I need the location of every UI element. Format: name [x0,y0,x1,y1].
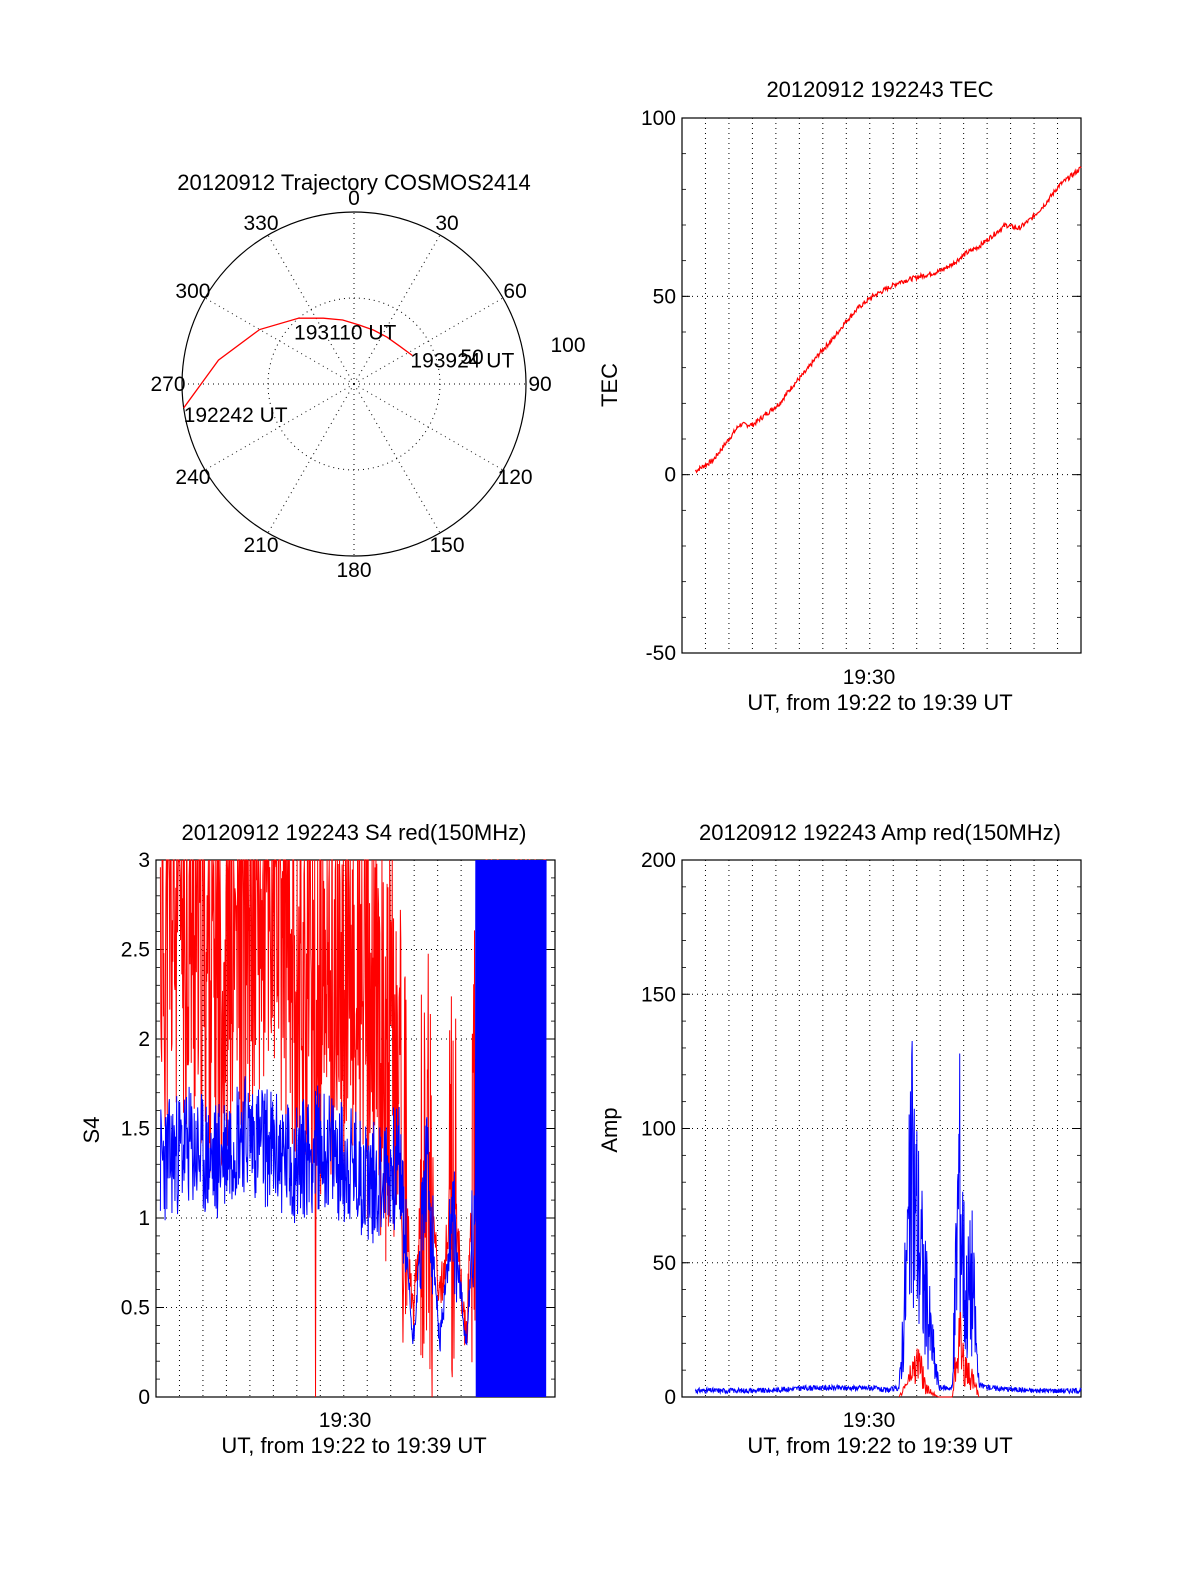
tec-xtick: 19:30 [843,666,896,689]
polar-title: 20120912 Trajectory COSMOS2414 [177,170,530,195]
polar-angle-label: 300 [175,280,210,303]
s4-ytick-label: 2.5 [121,939,150,962]
amp-ytick-label: 50 [653,1252,676,1275]
s4-ytick-label: 1 [138,1207,150,1230]
s4-blue-series [159,859,547,1398]
s4-title: 20120912 192243 S4 red(150MHz) [182,820,527,845]
amp-ytick-label: 150 [641,983,676,1006]
polar-spoke-30 [353,234,441,385]
amp-ytick-label: 200 [641,849,676,872]
s4-plot: 20120912 192243 S4 red(150MHz) S4 19:30 … [79,820,556,1458]
amp-ytick-label: 100 [641,1118,676,1141]
polar-angle-label: 30 [435,212,458,235]
amp-xtick: 19:30 [843,1409,896,1432]
s4-xlabel: UT, from 19:22 to 19:39 UT [221,1433,486,1458]
polar-spoke-240 [204,383,355,471]
tec-ylabel: TEC [597,363,622,407]
trajectory-annotation: 192242 UT [184,404,288,427]
amp-blue-series [694,1041,1082,1395]
polar-angle-label: 150 [429,534,464,557]
trajectory-annotation: 193924 UT [410,350,514,373]
polar-radial-label: 100 [550,334,585,357]
polar-angle-label: 240 [175,466,210,489]
amp-ytick-label: 0 [664,1386,676,1409]
tec-ytick-label: 100 [641,107,676,130]
polar-angle-label: 180 [336,559,371,582]
amp-title: 20120912 192243 Amp red(150MHz) [699,820,1061,845]
trajectory-line [183,317,413,409]
amp-red-series [898,1311,980,1398]
tec-plot: 20120912 192243 TEC TEC 19:30 UT, from 1… [597,77,1082,715]
amp-plot: 20120912 192243 Amp red(150MHz) Amp 19:3… [597,820,1082,1458]
polar-spoke-210 [267,383,355,534]
amp-frame [681,859,1082,1398]
polar-plot: 20120912 Trajectory COSMOS2414 0 30 60 90 12… [150,170,585,582]
s4-ytick-label: 0.5 [121,1297,150,1320]
polar-spoke-300 [204,297,355,385]
amp-ylabel: Amp [597,1107,622,1152]
polar-radial-label: 50 [460,346,483,369]
polar-angle-label: 270 [150,373,185,396]
s4-ytick-label: 3 [138,849,150,872]
s4-ytick-label: 2 [138,1028,150,1051]
trajectory-annotation: 193110 UT [294,322,397,345]
polar-spoke-330 [267,234,355,385]
polar-angle-label: 210 [243,534,278,557]
tec-xlabel: UT, from 19:22 to 19:39 UT [747,690,1012,715]
polar-spoke-150 [353,383,441,534]
tec-title: 20120912 192243 TEC [766,77,993,102]
tec-frame [681,117,1082,654]
polar-angle-label: 330 [243,212,278,235]
s4-ytick-label: 0 [138,1386,150,1409]
polar-spoke-60 [353,297,504,385]
polar-spoke-120 [353,383,504,471]
tec-ytick-label: 50 [653,285,676,308]
polar-angle-label: 120 [498,466,533,489]
tec-series-line [694,166,1082,474]
s4-ytick-label: 1.5 [121,1118,150,1141]
s4-ylabel: S4 [79,1117,104,1144]
polar-outer-circle [181,211,527,557]
polar-angle-label: 90 [528,373,551,396]
amp-xlabel: UT, from 19:22 to 19:39 UT [747,1433,1012,1458]
tec-ytick-label: -50 [646,642,676,665]
tec-ytick-label: 0 [664,464,676,487]
polar-angle-label: 60 [503,280,526,303]
s4-xtick: 19:30 [319,1409,372,1432]
polar-angle-label: 0 [348,187,360,210]
s4-frame [155,859,556,1398]
